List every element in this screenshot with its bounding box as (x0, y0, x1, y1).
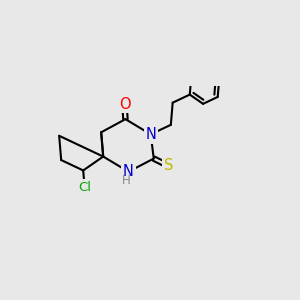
Text: S: S (164, 158, 173, 173)
Text: O: O (119, 97, 130, 112)
Text: Cl: Cl (78, 181, 91, 194)
Text: N: N (145, 127, 156, 142)
Text: H: H (122, 174, 131, 187)
Text: N: N (123, 164, 134, 179)
